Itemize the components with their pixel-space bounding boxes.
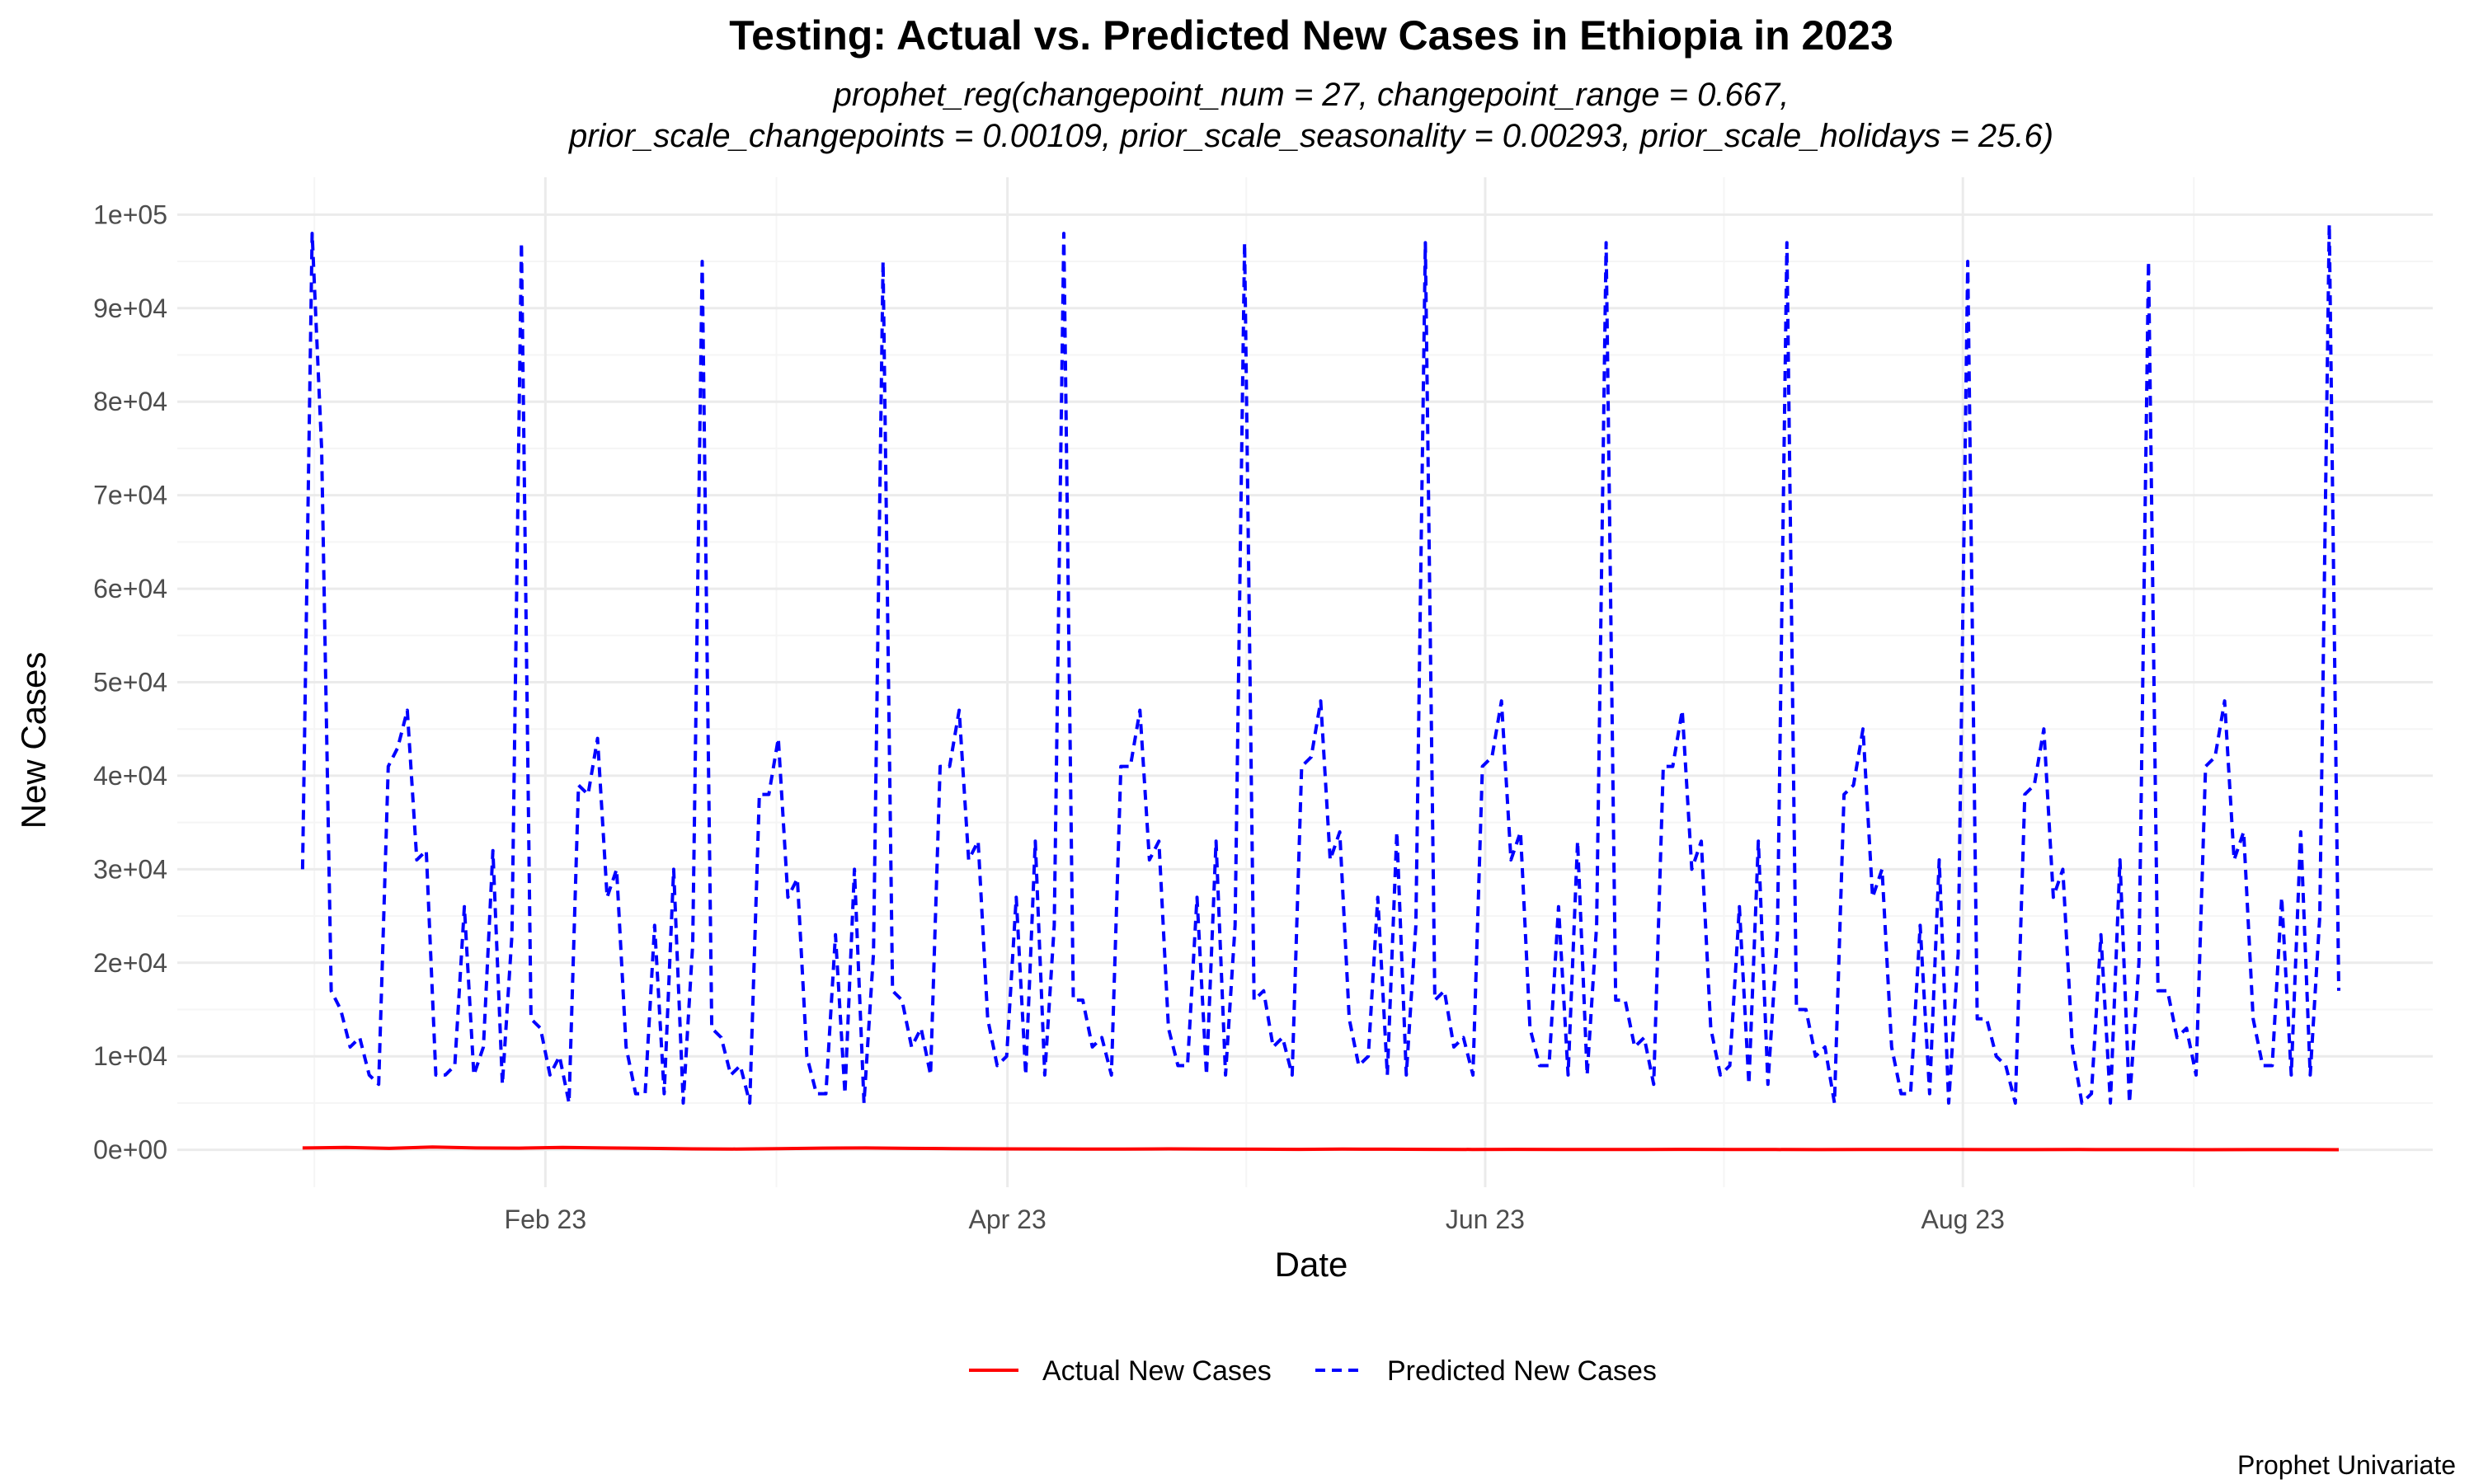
- legend-label-actual-new-cases: Actual New Cases: [1042, 1355, 1272, 1387]
- y-tick-label: 9e+04: [93, 294, 167, 323]
- x-tick-label: Apr 23: [968, 1205, 1046, 1234]
- x-axis-ticks: Feb 23 Apr 23 Jun 23 Aug 23: [505, 1205, 2005, 1234]
- legend: Actual New Cases Predicted New Cases: [969, 1355, 1657, 1387]
- series-line-actual-new-cases: [302, 1145, 2340, 1152]
- y-tick-label: 2e+04: [93, 948, 167, 978]
- y-tick-label: 0e+00: [93, 1135, 167, 1165]
- y-tick-label: 1e+05: [93, 200, 167, 229]
- chart-subtitle-line-2: prior_scale_changepoints = 0.00109, prio…: [568, 118, 2053, 154]
- y-axis-title: New Cases: [14, 652, 53, 829]
- chart-caption: Prophet Univariate: [2237, 1450, 2456, 1480]
- y-axis-ticks: 0e+00 1e+04 2e+04 3e+04 4e+04 5e+04 6e+04 7e+04…: [93, 200, 167, 1164]
- x-tick-label: Aug 23: [1921, 1205, 2004, 1234]
- y-tick-label: 1e+04: [93, 1041, 167, 1071]
- series-line-predicted-new-cases: [300, 222, 2340, 1105]
- y-tick-label: 4e+04: [93, 761, 167, 791]
- legend-label-predicted-new-cases: Predicted New Cases: [1387, 1355, 1657, 1387]
- y-tick-label: 5e+04: [93, 668, 167, 697]
- gridlines: [177, 177, 2433, 1187]
- y-tick-label: 7e+04: [93, 481, 167, 510]
- chart-subtitle-line-1: prophet_reg(changepoint_num = 27, change…: [833, 77, 1790, 113]
- y-tick-label: 6e+04: [93, 574, 167, 603]
- series-lines: [300, 222, 2340, 1152]
- x-tick-label: Jun 23: [1446, 1205, 1525, 1234]
- x-tick-label: Feb 23: [505, 1205, 587, 1234]
- y-tick-label: 8e+04: [93, 387, 167, 416]
- x-axis-title: Date: [1275, 1245, 1348, 1284]
- chart-title: Testing: Actual vs. Predicted New Cases …: [729, 12, 1893, 59]
- y-tick-label: 3e+04: [93, 854, 167, 884]
